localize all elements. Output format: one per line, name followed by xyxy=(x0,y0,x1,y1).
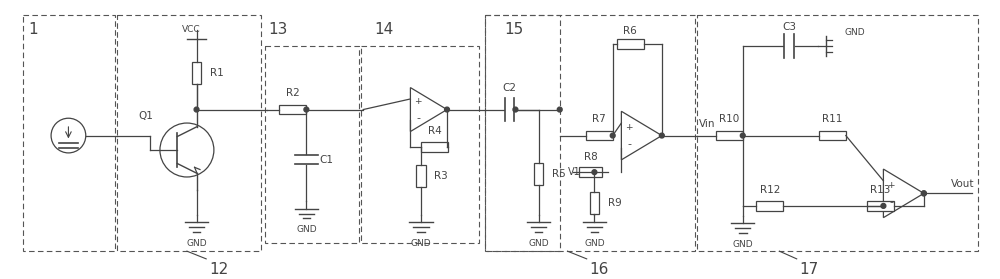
Text: R9: R9 xyxy=(608,198,622,208)
Circle shape xyxy=(592,170,597,175)
Circle shape xyxy=(921,191,926,196)
Circle shape xyxy=(557,107,562,112)
Text: GND: GND xyxy=(528,239,549,248)
Text: GND: GND xyxy=(732,240,753,249)
Text: R4: R4 xyxy=(428,126,441,136)
Text: GND: GND xyxy=(296,225,317,234)
Bar xyxy=(819,131,846,140)
Text: 12: 12 xyxy=(209,262,228,277)
Text: Vin: Vin xyxy=(698,119,715,129)
Text: 13: 13 xyxy=(268,22,287,37)
Text: R11: R11 xyxy=(822,114,843,124)
Text: R10: R10 xyxy=(719,114,739,124)
Text: R12: R12 xyxy=(760,184,780,194)
Text: C1: C1 xyxy=(320,155,334,165)
Text: R6: R6 xyxy=(623,26,637,35)
Circle shape xyxy=(610,133,615,138)
Circle shape xyxy=(304,107,309,112)
Bar xyxy=(534,163,543,185)
Bar xyxy=(586,131,613,140)
Text: +: + xyxy=(887,181,895,190)
Text: R8: R8 xyxy=(584,152,597,162)
Bar xyxy=(416,165,426,187)
Text: Vout: Vout xyxy=(951,179,974,189)
Circle shape xyxy=(740,133,745,138)
Bar xyxy=(756,201,783,211)
Text: GND: GND xyxy=(411,239,431,248)
Text: R7: R7 xyxy=(592,114,606,124)
Text: 1: 1 xyxy=(28,22,38,37)
Text: 16: 16 xyxy=(590,262,609,277)
Text: GND: GND xyxy=(845,28,865,37)
Circle shape xyxy=(921,191,926,196)
Polygon shape xyxy=(621,111,662,160)
Text: -: - xyxy=(627,139,631,149)
Bar xyxy=(867,201,894,211)
Circle shape xyxy=(445,107,449,112)
Text: GND: GND xyxy=(186,239,207,248)
Text: R1: R1 xyxy=(210,68,224,78)
Text: R3: R3 xyxy=(434,171,448,181)
Text: GND: GND xyxy=(584,239,605,248)
Text: C3: C3 xyxy=(782,22,796,32)
Text: R13: R13 xyxy=(870,184,891,194)
Bar xyxy=(617,39,644,49)
Circle shape xyxy=(513,107,518,112)
Text: +: + xyxy=(414,97,422,106)
Bar xyxy=(590,193,599,214)
Text: 17: 17 xyxy=(800,262,819,277)
Text: -: - xyxy=(416,113,420,123)
Text: 15: 15 xyxy=(504,22,523,37)
Text: V1: V1 xyxy=(568,167,581,177)
Text: +: + xyxy=(625,123,633,132)
Text: Q1: Q1 xyxy=(139,111,154,121)
Text: 14: 14 xyxy=(375,22,394,37)
Text: VCC: VCC xyxy=(181,25,200,34)
Text: R5: R5 xyxy=(552,169,566,179)
Circle shape xyxy=(881,203,886,208)
Bar xyxy=(192,62,201,83)
Bar xyxy=(716,131,743,140)
Bar xyxy=(579,167,602,177)
Bar xyxy=(421,142,448,152)
Circle shape xyxy=(194,107,199,112)
Circle shape xyxy=(659,133,664,138)
Text: -: - xyxy=(889,197,893,207)
Polygon shape xyxy=(883,169,924,218)
Bar xyxy=(279,105,306,114)
Text: R2: R2 xyxy=(286,88,300,98)
Polygon shape xyxy=(410,88,447,131)
Text: C2: C2 xyxy=(503,83,517,93)
